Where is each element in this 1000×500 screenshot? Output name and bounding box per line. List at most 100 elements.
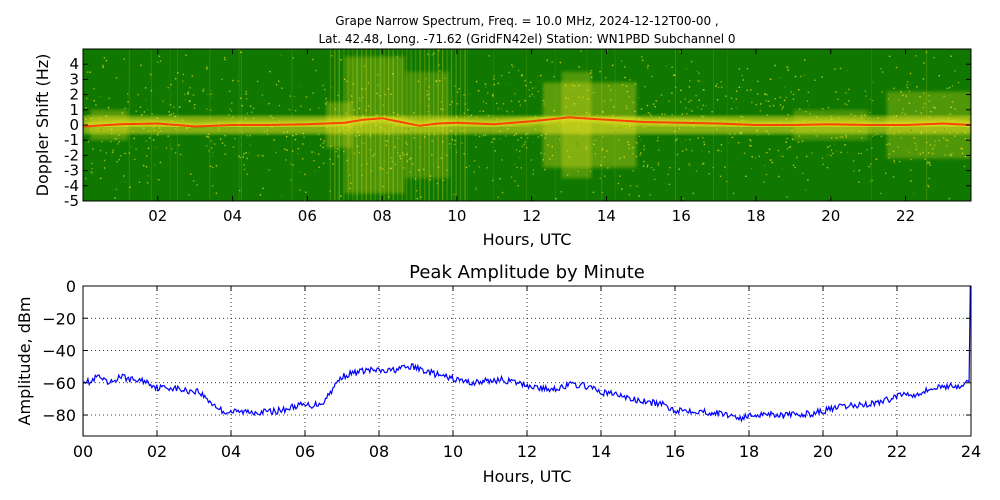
noise-speck <box>165 147 168 149</box>
vertical-streak <box>370 49 372 201</box>
noise-speck <box>451 101 453 103</box>
noise-speck <box>506 112 509 114</box>
noise-speck <box>682 197 684 200</box>
noise-speck <box>850 113 852 115</box>
noise-speck <box>653 169 655 171</box>
spectrogram-noise <box>83 45 971 201</box>
noise-speck <box>263 131 266 133</box>
noise-speck <box>110 140 112 143</box>
noise-speck <box>342 127 344 129</box>
noise-speck <box>184 99 186 101</box>
noise-speck <box>731 136 734 139</box>
x-tick-label: 16 <box>665 442 685 461</box>
noise-speck <box>499 138 502 140</box>
noise-speck <box>609 89 612 91</box>
noise-speck <box>565 106 568 108</box>
noise-speck <box>268 102 270 105</box>
noise-speck <box>954 135 956 137</box>
noise-speck <box>442 179 444 182</box>
noise-speck <box>893 116 895 118</box>
noise-speck <box>922 151 924 154</box>
noise-speck <box>145 99 147 101</box>
noise-speck <box>305 191 307 193</box>
noise-speck <box>435 80 437 83</box>
noise-speck <box>99 96 102 98</box>
noise-speck <box>111 151 114 153</box>
amplitude-grid <box>83 286 971 436</box>
noise-speck <box>289 95 291 97</box>
noise-speck <box>188 100 191 102</box>
noise-speck <box>521 75 523 77</box>
noise-speck <box>578 96 580 98</box>
noise-speck <box>151 113 153 115</box>
noise-speck <box>295 133 297 136</box>
noise-speck <box>905 95 907 97</box>
noise-speck <box>928 162 930 164</box>
noise-speck <box>910 158 912 161</box>
noise-speck <box>372 155 374 157</box>
noise-speck <box>346 131 349 133</box>
y-tick-label: −60 <box>42 374 76 393</box>
x-tick-label: 10 <box>447 207 466 225</box>
noise-speck <box>643 148 645 151</box>
noise-speck <box>629 125 631 128</box>
noise-speck <box>554 166 557 168</box>
noise-speck <box>839 67 842 70</box>
noise-speck <box>950 55 952 57</box>
noise-speck <box>124 127 126 129</box>
noise-speck <box>100 129 102 131</box>
noise-speck <box>666 189 668 192</box>
noise-speck <box>625 127 628 129</box>
noise-speck <box>278 80 280 82</box>
noise-speck <box>956 132 958 135</box>
noise-speck <box>326 101 328 103</box>
noise-speck <box>294 138 297 141</box>
noise-speck <box>381 168 384 170</box>
noise-speck <box>588 113 590 115</box>
noise-speck <box>625 105 628 107</box>
y-tick-label: 1 <box>69 101 79 119</box>
noise-speck <box>304 199 306 201</box>
noise-speck <box>929 144 932 146</box>
noise-speck <box>493 78 495 80</box>
noise-speck <box>246 134 248 137</box>
noise-speck <box>527 132 529 135</box>
noise-speck <box>114 197 116 199</box>
noise-speck <box>938 139 940 142</box>
noise-speck <box>954 108 956 110</box>
noise-speck <box>684 98 686 100</box>
noise-speck <box>544 168 546 171</box>
noise-speck <box>422 168 425 171</box>
noise-speck <box>845 136 847 138</box>
noise-speck <box>361 174 363 177</box>
noise-speck <box>861 114 863 117</box>
noise-speck <box>942 137 945 139</box>
noise-speck <box>945 139 947 141</box>
noise-speck <box>249 144 251 146</box>
noise-speck <box>893 161 896 164</box>
noise-speck <box>618 139 620 141</box>
noise-speck <box>623 156 625 158</box>
noise-speck <box>881 71 884 73</box>
noise-speck <box>577 170 579 172</box>
noise-speck <box>150 73 152 76</box>
noise-speck <box>802 172 804 175</box>
noise-speck <box>510 100 513 102</box>
noise-speck <box>178 106 181 108</box>
noise-speck <box>231 102 233 104</box>
noise-speck <box>659 116 661 119</box>
noise-speck <box>322 142 324 144</box>
vertical-streak <box>383 49 385 201</box>
noise-speck <box>413 137 415 139</box>
noise-speck <box>933 106 935 108</box>
noise-speck <box>102 45 103 46</box>
noise-speck <box>797 141 800 143</box>
noise-speck <box>668 100 670 102</box>
noise-speck <box>420 196 422 198</box>
noise-speck <box>754 157 757 159</box>
noise-speck <box>216 114 219 117</box>
noise-speck <box>465 166 468 169</box>
noise-speck <box>869 98 871 100</box>
noise-speck <box>677 127 679 129</box>
noise-speck <box>543 88 545 90</box>
